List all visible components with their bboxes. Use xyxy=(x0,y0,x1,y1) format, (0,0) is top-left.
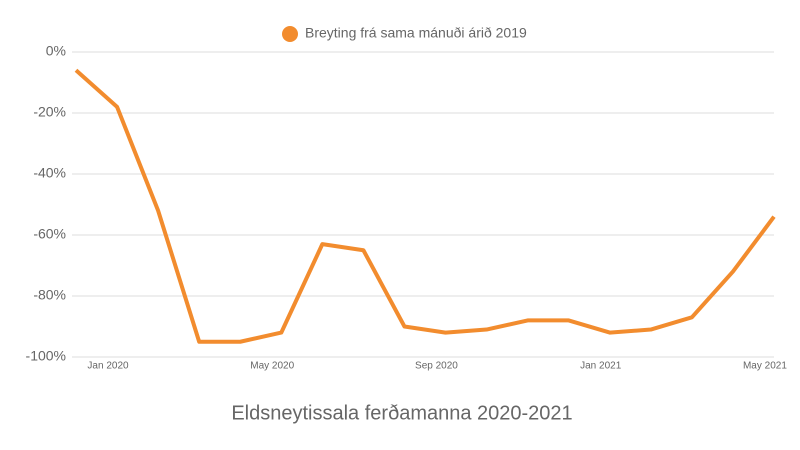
legend-marker xyxy=(282,26,298,42)
y-tick-label: -100% xyxy=(26,348,66,364)
legend-label: Breyting frá sama mánuði árið 2019 xyxy=(305,25,527,41)
y-tick-label: -60% xyxy=(33,226,66,242)
chart-title: Eldsneytissala ferðamanna 2020-2021 xyxy=(231,402,572,424)
x-tick-label: May 2021 xyxy=(743,361,787,372)
y-tick-label: 0% xyxy=(46,43,66,59)
line xyxy=(74,68,776,344)
y-tick-label: -80% xyxy=(33,287,66,303)
x-tick-label: Jan 2020 xyxy=(87,361,129,372)
x-tick-label: Sep 2020 xyxy=(415,361,458,372)
x-tick-label: Jan 2021 xyxy=(580,361,622,372)
x-tick-label: May 2020 xyxy=(250,361,294,372)
y-tick-label: -20% xyxy=(33,104,66,120)
y-tick-label: -40% xyxy=(33,165,66,181)
